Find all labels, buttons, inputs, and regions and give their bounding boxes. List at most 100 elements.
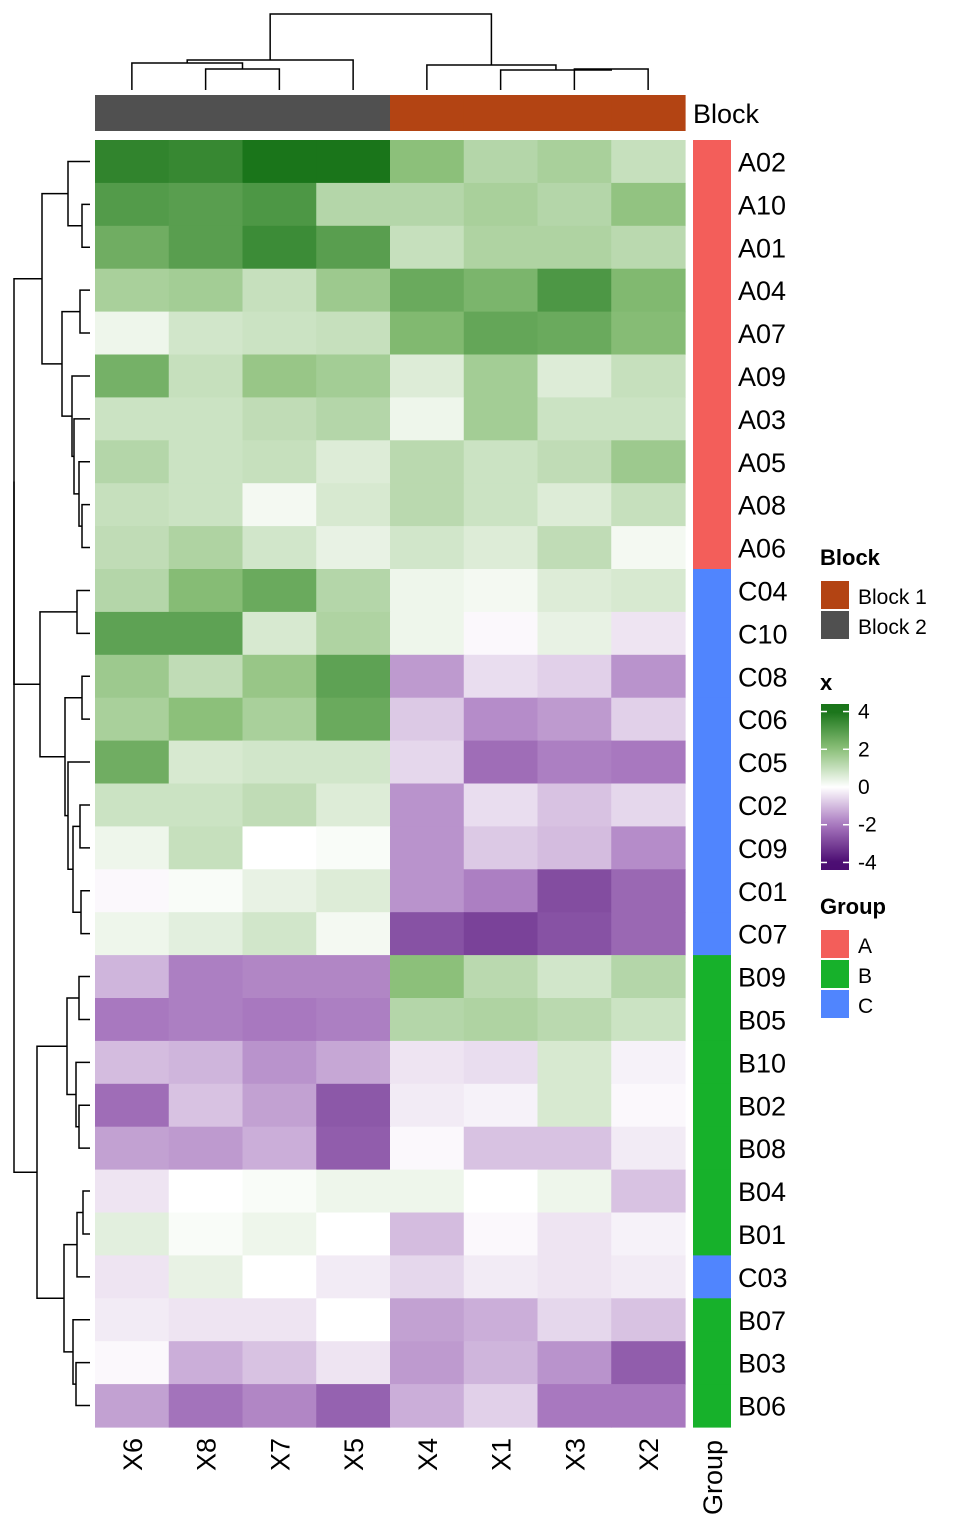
cell-b09-x6 (95, 955, 170, 999)
block-cell-x8 (168, 95, 244, 131)
cell-c08-x3 (537, 654, 612, 699)
row-dendro-link-27 (63, 1243, 77, 1353)
cell-b04-x5 (316, 1169, 391, 1214)
x-legend-tick-label-3: -2 (858, 814, 877, 837)
row-label-a04: A04 (738, 276, 786, 306)
row-label-c02: C02 (738, 791, 788, 821)
cell-b04-x1 (463, 1169, 539, 1214)
cell-a09-x8 (168, 354, 244, 398)
cell-b04-x2 (611, 1169, 686, 1214)
column-label-x6: X6 (118, 1438, 148, 1471)
col-dendro-link-4 (573, 68, 649, 90)
cell-a05-x5 (316, 440, 391, 484)
cell-a06-x5 (316, 526, 391, 570)
row-label-b08: B08 (738, 1134, 786, 1164)
cell-b05-x3 (537, 998, 612, 1042)
cell-a06-x8 (168, 526, 244, 570)
cell-c04-x4 (390, 569, 465, 613)
cell-b05-x8 (168, 998, 244, 1042)
group-cell-c10 (693, 611, 731, 656)
cell-a03-x4 (390, 397, 465, 441)
cell-c07-x1 (463, 912, 539, 956)
cell-a09-x7 (242, 354, 317, 398)
cell-a03-x1 (463, 397, 539, 441)
cell-b03-x2 (611, 1341, 686, 1385)
cell-a08-x5 (316, 483, 391, 527)
cell-a02-x5 (316, 140, 391, 184)
cell-c09-x8 (168, 826, 244, 870)
cell-b02-x1 (463, 1083, 539, 1128)
row-label-b06: B06 (738, 1392, 786, 1422)
cell-b09-x8 (168, 955, 244, 999)
column-labels: X6 X8 X7 X5 X4 X1 X3 X2 (118, 1438, 664, 1471)
cell-a04-x3 (537, 268, 612, 313)
cell-b08-x7 (242, 1126, 317, 1171)
cell-b10-x3 (537, 1040, 612, 1085)
row-labels: A02 A10 A01 A04 A07 A09 A03 A05 A08 A06 C04 C10 C08 C… (738, 147, 788, 1421)
group-cell-b07 (693, 1298, 731, 1342)
cell-c01-x7 (242, 869, 317, 913)
cell-b08-x8 (168, 1126, 244, 1171)
cell-c09-x5 (316, 826, 391, 870)
cell-b09-x5 (316, 955, 391, 999)
cell-b01-x3 (537, 1212, 612, 1256)
cell-b10-x7 (242, 1040, 317, 1085)
block-cell-x5 (316, 95, 391, 131)
row-dendro-link-13 (80, 890, 90, 935)
cell-c08-x1 (463, 654, 539, 699)
cell-b06-x5 (316, 1384, 391, 1428)
group-cell-c07 (693, 912, 731, 956)
cell-b06-x4 (390, 1384, 465, 1428)
cell-a05-x8 (168, 440, 244, 484)
group-cell-a07 (693, 311, 731, 356)
cell-a06-x1 (463, 526, 539, 570)
cell-a03-x8 (168, 397, 244, 441)
cell-c09-x4 (390, 826, 465, 870)
cell-a01-x4 (390, 225, 465, 270)
cell-a08-x1 (463, 483, 539, 527)
group-cell-c09 (693, 826, 731, 870)
x-legend-tick-label-0: 4 (858, 701, 870, 724)
cell-a10-x2 (611, 182, 686, 227)
cell-c06-x5 (316, 697, 391, 742)
x-color-legend: x 4 2 0 -2 -4 (820, 670, 877, 874)
row-dendro-link-6 (73, 418, 90, 495)
heatmap-cells (95, 140, 686, 1428)
block-legend-label-block-2: Block 2 (858, 616, 927, 639)
cell-a08-x3 (537, 483, 612, 527)
cell-c06-x2 (611, 697, 686, 742)
cell-c09-x7 (242, 826, 317, 870)
cell-a10-x5 (316, 182, 391, 227)
cell-a06-x3 (537, 526, 612, 570)
cell-b02-x5 (316, 1083, 391, 1128)
group-cell-b10 (693, 1040, 731, 1085)
cell-c05-x4 (390, 740, 465, 785)
column-label-x4: X4 (413, 1438, 443, 1471)
group-cell-b09 (693, 955, 731, 999)
row-label-c01: C01 (738, 877, 788, 907)
group-cell-a08 (693, 483, 731, 527)
cell-a01-x7 (242, 225, 317, 270)
column-label-x5: X5 (339, 1438, 369, 1471)
group-cell-a05 (693, 440, 731, 484)
group-legend-swatch-a (821, 930, 849, 958)
cell-c07-x5 (316, 912, 391, 956)
row-label-c03: C03 (738, 1263, 788, 1293)
cell-b03-x1 (463, 1341, 539, 1385)
cell-b07-x4 (390, 1298, 465, 1342)
cell-c03-x1 (463, 1255, 539, 1299)
cell-c05-x3 (537, 740, 612, 785)
row-dendro-link-11 (81, 675, 90, 720)
cell-c05-x8 (168, 740, 244, 785)
cell-a01-x5 (316, 225, 391, 270)
column-label-x3: X3 (560, 1438, 590, 1471)
cell-a09-x4 (390, 354, 465, 398)
cell-b10-x2 (611, 1040, 686, 1085)
cell-b06-x6 (95, 1384, 170, 1428)
cell-a06-x2 (611, 526, 686, 570)
cell-c06-x8 (168, 697, 244, 742)
cell-a09-x5 (316, 354, 391, 398)
cell-c06-x3 (537, 697, 612, 742)
cell-c02-x3 (537, 783, 612, 827)
cell-c10-x1 (463, 611, 539, 656)
